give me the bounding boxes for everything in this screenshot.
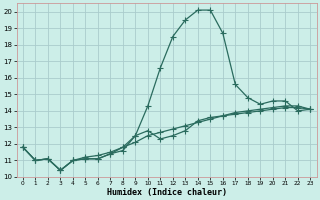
X-axis label: Humidex (Indice chaleur): Humidex (Indice chaleur) (107, 188, 227, 197)
